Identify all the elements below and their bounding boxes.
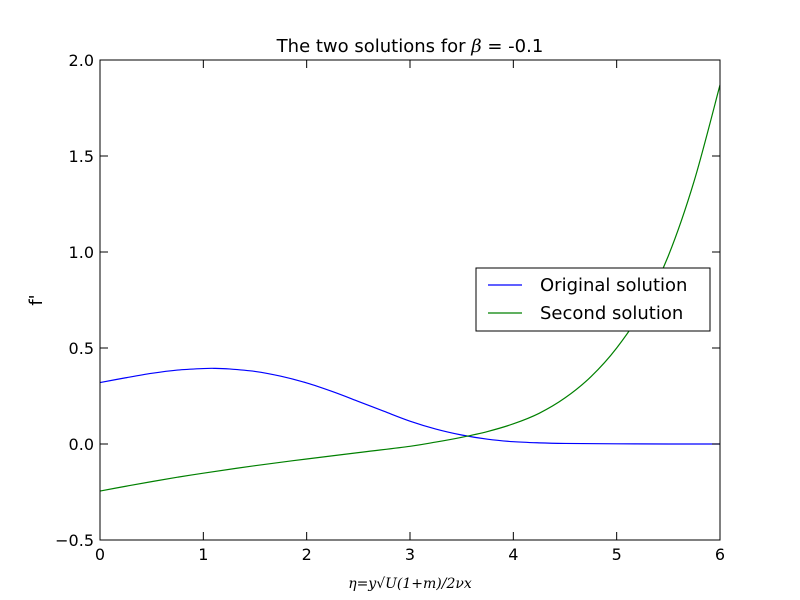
- title-prefix: The two solutions for: [276, 36, 472, 57]
- y-tick-label: 2.0: [69, 51, 94, 70]
- y-tick-label: 1.0: [69, 243, 94, 262]
- y-tick-label: 1.5: [69, 147, 94, 166]
- x-tick-label: 5: [612, 545, 622, 564]
- x-tick-label: 3: [405, 545, 415, 564]
- y-tick-label: 0.0: [69, 435, 94, 454]
- legend-label-original-solution: Original solution: [540, 275, 687, 296]
- x-tick-label: 1: [198, 545, 208, 564]
- y-tick-label: 0.5: [69, 339, 94, 358]
- title-suffix: = -0.1: [482, 36, 544, 57]
- x-tick-label: 2: [302, 545, 312, 564]
- legend-frame: [475, 267, 711, 332]
- series-line-original-solution: [99, 367, 721, 445]
- chart-title: The two solutions for β = -0.1: [276, 36, 544, 57]
- x-axis-label: η=y√U(1+m)/2νx: [348, 576, 472, 592]
- x-tick-label: 4: [508, 545, 518, 564]
- legend-label-second-solution: Second solution: [540, 303, 683, 324]
- x-tick-label: 0: [95, 545, 105, 564]
- tick-layer: 0 1 2 3 4 5 6 −0.5 0.0 0.5 1.0 1.5 2.0: [55, 51, 725, 564]
- y-tick-label: −0.5: [55, 531, 94, 550]
- x-tick-label: 6: [715, 545, 725, 564]
- legend: Original solution Second solution: [475, 267, 711, 332]
- y-axis-label: f': [26, 294, 47, 305]
- title-symbol: β: [470, 36, 481, 57]
